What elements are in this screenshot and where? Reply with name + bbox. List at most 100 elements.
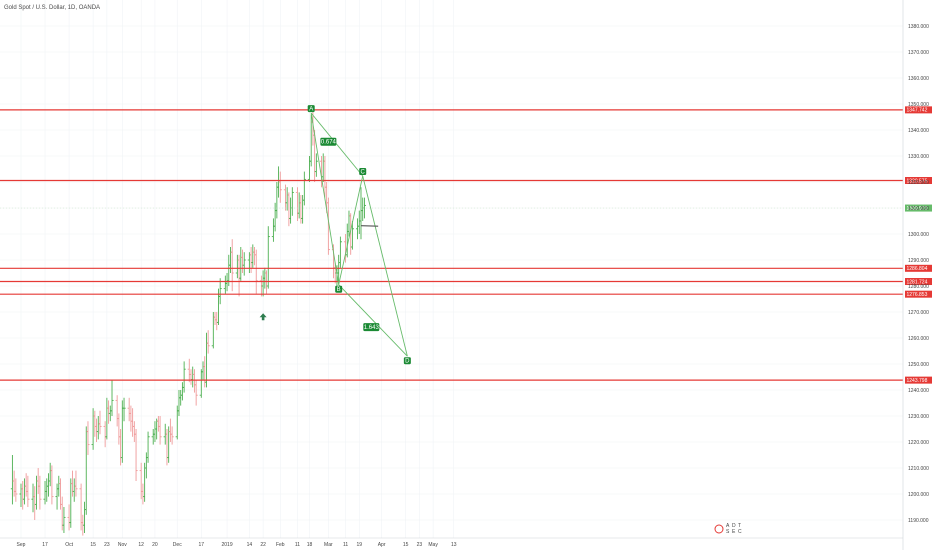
y-tick-label: 1300.000	[908, 232, 929, 238]
ohlc-bar	[131, 408, 135, 437]
svg-text:T: T	[738, 523, 741, 529]
ohlc-bar	[230, 239, 234, 292]
x-tick-label: 12	[138, 542, 144, 548]
ohlc-bar	[36, 468, 40, 494]
ohlc-bar	[12, 470, 16, 497]
ohlc-bar	[301, 195, 305, 224]
svg-text:A: A	[726, 523, 730, 529]
level-price-label: 1276.853	[907, 292, 928, 298]
ohlc-bar	[192, 369, 197, 393]
ohlc-bar	[235, 254, 239, 279]
ohlc-bar	[170, 426, 174, 445]
y-tick-label: 1280.000	[908, 284, 929, 290]
ohlc-bar	[74, 470, 78, 497]
ohlc-bar	[79, 483, 83, 531]
y-tick-label: 1340.000	[908, 128, 929, 134]
y-tick-label: 1220.000	[908, 440, 929, 446]
level-price-label: 1286.804	[907, 266, 928, 272]
x-tick-label: 11	[343, 542, 348, 548]
y-tick-label: 1360.000	[908, 76, 929, 82]
y-tick-label: 1260.000	[908, 336, 929, 342]
y-tick-label: 1350.000	[908, 102, 929, 108]
ratio-badge	[363, 323, 380, 332]
x-tick-label: Feb	[276, 542, 285, 548]
ohlc-bar	[168, 418, 172, 442]
ohlc-bar	[84, 426, 88, 515]
level-price-tag	[905, 290, 932, 298]
ohlc-bar	[146, 431, 150, 463]
ohlc-bar	[43, 481, 47, 505]
ohlc-bar	[271, 218, 276, 242]
ohlc-bar	[361, 197, 365, 221]
ohlc-bar	[105, 397, 109, 440]
ohlc-bar	[127, 397, 131, 422]
ohlc-bar	[223, 275, 227, 294]
y-tick-label: 1230.000	[908, 414, 929, 420]
pattern-point-badge	[403, 357, 411, 365]
ohlc-bar	[239, 247, 243, 281]
level-price-tag	[905, 376, 932, 384]
ohlc-bar	[108, 405, 112, 422]
y-tick-label: 1310.000	[908, 206, 929, 212]
ohlc-bar	[285, 187, 289, 211]
pattern-point-label: D	[405, 359, 410, 365]
ohlc-bar	[237, 254, 241, 297]
current-price-label: 1309.979	[907, 206, 928, 212]
ohlc-bar	[287, 192, 291, 227]
ohlc-bar	[242, 252, 246, 276]
ohlc-bar	[132, 421, 136, 442]
ohlc-bar	[273, 202, 277, 232]
ohlc-bar	[82, 501, 87, 533]
x-tick-label: Oct	[65, 542, 73, 548]
ohlc-bar	[70, 470, 75, 497]
ohlc-bar	[204, 332, 209, 388]
x-tick-label: Nov	[118, 542, 127, 548]
ohlc-bar	[117, 413, 121, 445]
ohlc-bar	[103, 421, 107, 448]
ohlc-bar	[187, 358, 191, 383]
ohlc-bar	[21, 481, 25, 510]
ohlc-bar	[22, 478, 27, 505]
ohlc-bar	[134, 429, 138, 481]
ohlc-bar	[122, 397, 126, 422]
svg-text:D: D	[732, 523, 736, 529]
ohlc-bar	[118, 429, 123, 466]
ohlc-bar	[24, 473, 28, 497]
ohlc-bar	[266, 226, 270, 289]
up-arrow-icon	[259, 313, 267, 321]
y-tick-label: 1270.000	[908, 310, 929, 316]
x-tick-label: 14	[247, 542, 253, 548]
pattern-point-label: B	[337, 287, 341, 293]
ohlc-bar	[182, 361, 186, 393]
ohlc-bar	[299, 195, 303, 224]
ohlc-bar	[158, 416, 162, 445]
ohlc-bar	[191, 366, 195, 388]
ratio-label: 0.674	[321, 140, 337, 146]
x-tick-label: Mar	[324, 542, 333, 548]
pattern-diagonal-ac	[310, 112, 364, 177]
ohlc-bar	[165, 429, 169, 466]
ohlc-bar	[129, 405, 133, 432]
tradingview-logo: A D T S E C	[714, 523, 742, 535]
ohlc-bar	[110, 379, 114, 416]
ohlc-bar	[206, 330, 210, 354]
x-tick-label: 23	[104, 542, 110, 548]
pattern-leg-ab	[310, 113, 340, 285]
pattern-point-badge	[359, 168, 367, 176]
pattern-leg-bc	[338, 175, 364, 285]
ohlc-bar	[177, 390, 181, 416]
ohlc-bar	[297, 192, 301, 219]
x-tick-label: Apr	[378, 542, 386, 548]
ohlc-bar	[283, 184, 288, 211]
x-tick-label: 19	[356, 542, 362, 548]
y-tick-label: 1330.000	[908, 154, 929, 160]
ohlc-bar	[180, 382, 185, 401]
x-tick-label: Sep	[17, 542, 26, 548]
ohlc-bar	[240, 249, 245, 273]
time-axis: Sep 17 Oct 15 23 Nov 12 20 Dec 17 2019 14 22 Feb 11 18 M…	[0, 537, 903, 548]
ohlc-bar	[69, 478, 73, 528]
ohlc-bar	[314, 153, 318, 177]
ohlc-bar	[72, 478, 76, 502]
ohlc-bar	[96, 416, 100, 440]
